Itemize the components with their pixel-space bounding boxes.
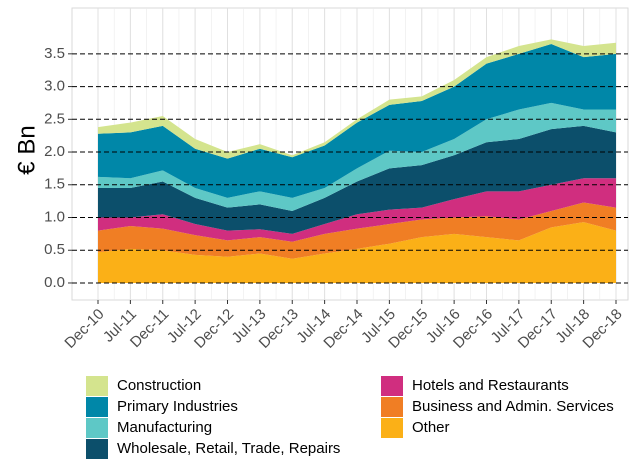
area [98, 125, 616, 234]
y-tick-label: 3.5 [44, 45, 65, 62]
y-tick-label: 1.0 [44, 208, 65, 225]
legend-label: Construction [117, 377, 201, 394]
area [98, 178, 616, 242]
legend-label: Manufacturing [117, 419, 212, 436]
legend-swatch [86, 376, 108, 396]
area [98, 202, 616, 259]
y-tick-label: 0.5 [44, 241, 65, 258]
area [98, 222, 616, 283]
legend-label: Business and Admin. Services [412, 398, 614, 415]
legend-swatch [86, 418, 108, 438]
area [98, 44, 616, 198]
y-tick-label: 3.0 [44, 78, 65, 95]
y-tick-label: 2.0 [44, 143, 65, 160]
y-axis-title: € Bn [13, 125, 40, 174]
x-tick-label: Dec-10 [61, 306, 107, 352]
y-tick-label: 0.0 [44, 274, 65, 291]
legend-label: Other [412, 419, 450, 436]
legend-label: Wholesale, Retail, Trade, Repairs [117, 440, 340, 457]
legend-swatch [86, 397, 108, 417]
legend-swatch [381, 418, 403, 438]
area [98, 102, 616, 211]
legend-swatch [381, 376, 403, 396]
legend-label: Hotels and Restaurants [412, 377, 569, 394]
legend-swatch [381, 397, 403, 417]
legend-swatch [86, 439, 108, 459]
legend-label: Primary Industries [117, 398, 238, 415]
y-tick-label: 1.5 [44, 176, 65, 193]
y-tick-label: 2.5 [44, 110, 65, 127]
